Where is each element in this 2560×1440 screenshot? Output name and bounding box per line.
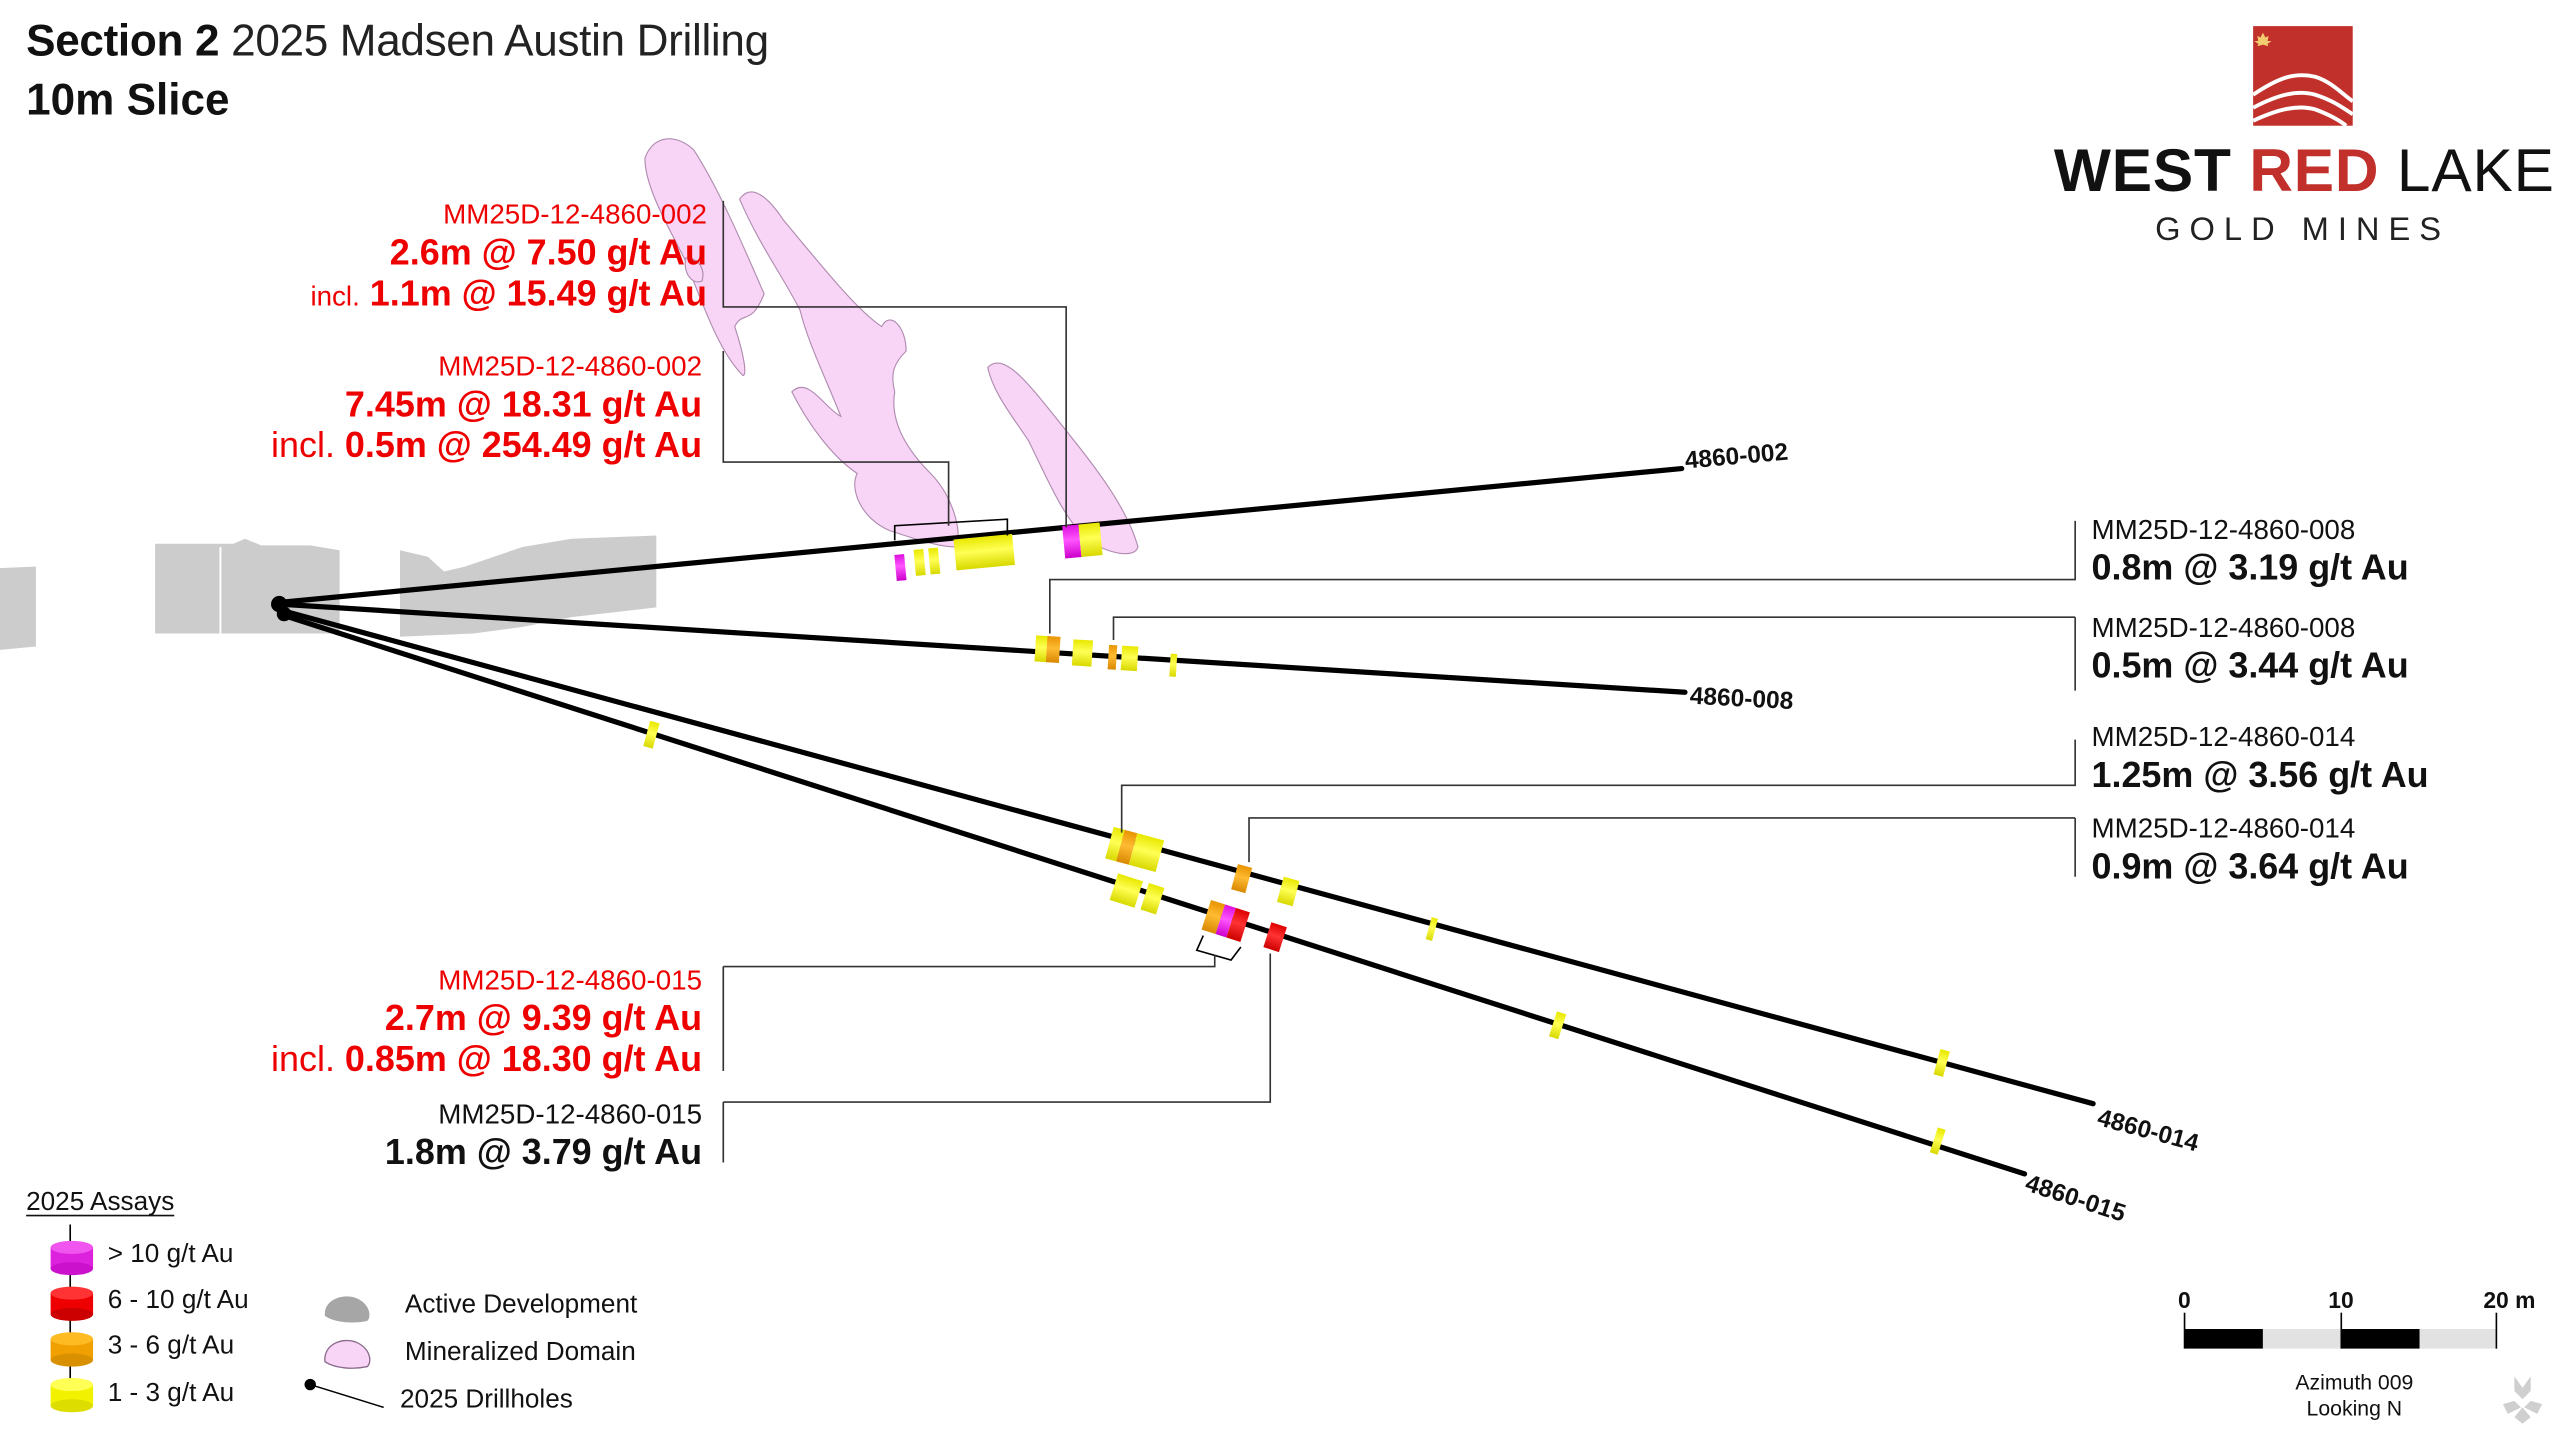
callout-hole-id: MM25D-12-4860-008 xyxy=(2091,514,2356,546)
collar-icon xyxy=(276,606,292,622)
azimuth-text: Azimuth 009 xyxy=(2295,1369,2414,1395)
active-development-swatch-icon xyxy=(324,1296,370,1323)
assays-4860-014 xyxy=(643,720,1950,1077)
callout-incl-word: incl. xyxy=(271,424,335,466)
legend-assay-6-10: 6 - 10 g/t Au xyxy=(107,1286,249,1315)
mineralized-domain-swatch-icon xyxy=(324,1339,371,1369)
callout-hole-id: MM25D-12-4860-002 xyxy=(438,351,703,383)
section-label: Section 2 xyxy=(26,16,220,66)
drillhole-4860-014 xyxy=(279,608,2096,1107)
legend-active-development: Active Development xyxy=(404,1291,638,1320)
drillhole-swatch-icon xyxy=(304,1378,384,1409)
legend-mineralized-domain: Mineralized Domain xyxy=(404,1338,636,1367)
assays-4860-015 xyxy=(1109,873,1946,1155)
active-development xyxy=(0,535,657,650)
callout-hole-id: MM25D-12-4860-015 xyxy=(438,964,703,996)
scale-bar xyxy=(2183,1312,2498,1349)
callout-4860-015-lower: MM25D-12-4860-015 1.8m @ 3.79 g/t Au xyxy=(385,1100,702,1175)
callout-incl-value: 0.85m @ 18.30 g/t Au xyxy=(344,1038,703,1080)
callout-4860-002-lower: MM25D-12-4860-002 7.45m @ 18.31 g/t Au i… xyxy=(271,353,702,469)
callout-interval: 0.8m @ 3.19 g/t Au xyxy=(2091,546,2409,588)
assays-4860-008 xyxy=(1034,635,1178,677)
swatch-3-6-icon xyxy=(50,1332,94,1367)
interval-bracket xyxy=(893,518,1009,541)
swatch-1-3-icon xyxy=(50,1377,94,1413)
swatch-6-10-icon xyxy=(50,1286,94,1321)
callout-4860-014-lower: MM25D-12-4860-014 0.9m @ 3.64 g/t Au xyxy=(2091,815,2408,890)
legend-drillholes: 2025 Drillholes xyxy=(400,1386,573,1414)
mineralized-domains xyxy=(644,138,1139,555)
callout-interval: 0.5m @ 3.44 g/t Au xyxy=(2091,644,2409,686)
callout-4860-015-upper: MM25D-12-4860-015 2.7m @ 9.39 g/t Au inc… xyxy=(271,967,702,1083)
callout-4860-008-lower: MM25D-12-4860-008 0.5m @ 3.44 g/t Au xyxy=(2091,614,2408,689)
leader-lines xyxy=(722,200,2076,1163)
callout-hole-id: MM25D-12-4860-015 xyxy=(438,1098,703,1130)
callout-4860-008-upper: MM25D-12-4860-008 0.8m @ 3.19 g/t Au xyxy=(2091,516,2408,591)
scale-tick-20: 20 m xyxy=(2483,1286,2536,1313)
callout-interval: 2.7m @ 9.39 g/t Au xyxy=(384,997,703,1039)
logo-red: RED xyxy=(2249,137,2380,205)
callout-hole-id: MM25D-12-4860-008 xyxy=(2091,612,2356,644)
assays-4860-002 xyxy=(894,522,1103,581)
swatch-gt10-icon xyxy=(50,1240,94,1276)
watermark-logo-icon xyxy=(2502,1376,2543,1424)
callout-hole-id: MM25D-12-4860-002 xyxy=(443,199,707,231)
callout-interval: 0.9m @ 3.64 g/t Au xyxy=(2091,845,2409,887)
logo-west: WEST xyxy=(2053,137,2232,205)
logo-mark-icon xyxy=(2252,26,2354,128)
callout-hole-id: MM25D-12-4860-014 xyxy=(2091,813,2356,845)
callout-interval: 2.6m @ 7.50 g/t Au xyxy=(389,231,707,273)
callout-4860-002-upper: MM25D-12-4860-002 2.6m @ 7.50 g/t Au inc… xyxy=(310,201,707,317)
callout-incl-value: 1.1m @ 15.49 g/t Au xyxy=(369,272,707,314)
logo-wordmark: WEST RED LAKE xyxy=(2054,137,2555,206)
scale-tick-10: 10 xyxy=(2328,1286,2354,1313)
page-title: Section 2 2025 Madsen Austin Drilling xyxy=(26,16,769,67)
legend-assay-1-3: 1 - 3 g/t Au xyxy=(107,1379,235,1408)
title-text: 2025 Madsen Austin Drilling xyxy=(231,16,769,66)
callout-4860-014-upper: MM25D-12-4860-014 1.25m @ 3.56 g/t Au xyxy=(2091,723,2428,798)
azimuth-note: Azimuth 009 Looking N xyxy=(2240,1370,2469,1423)
drillhole-4860-008 xyxy=(276,601,1688,695)
drillhole-4860-002 xyxy=(276,465,1685,606)
callout-hole-id: MM25D-12-4860-014 xyxy=(2091,721,2356,753)
legend-assay-swatches xyxy=(50,1224,94,1413)
scale-tick-0: 0 xyxy=(2178,1286,2191,1313)
page-subtitle: 10m Slice xyxy=(26,75,230,125)
callout-interval: 1.8m @ 3.79 g/t Au xyxy=(384,1131,703,1173)
callout-incl-word: incl. xyxy=(271,1038,335,1080)
looking-text: Looking N xyxy=(2306,1396,2403,1421)
callout-incl-value: 0.5m @ 254.49 g/t Au xyxy=(344,424,703,466)
callout-incl-word: incl. xyxy=(310,280,360,312)
legend-title: 2025 Assays xyxy=(26,1188,175,1217)
drillhole-label-4860-008: 4860-008 xyxy=(1689,682,1794,716)
legend-assay-gt10: > 10 g/t Au xyxy=(107,1240,234,1269)
callout-interval: 1.25m @ 3.56 g/t Au xyxy=(2091,754,2429,796)
legend-assay-3-6: 3 - 6 g/t Au xyxy=(107,1332,235,1361)
logo-lake: LAKE xyxy=(2396,137,2555,205)
logo-tagline: GOLD MINES xyxy=(2155,212,2450,249)
callout-interval: 7.45m @ 18.31 g/t Au xyxy=(344,383,703,425)
